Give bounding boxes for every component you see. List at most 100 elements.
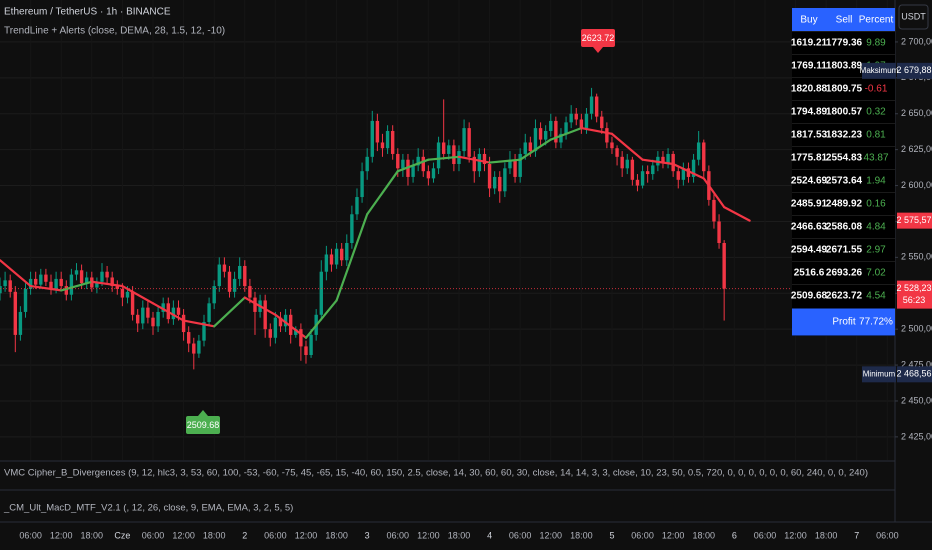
- table-cell: 2489.92: [826, 199, 863, 210]
- candle-body: [23, 288, 28, 312]
- candle-body: [447, 145, 451, 154]
- x-tick-label: 18:00: [203, 530, 226, 540]
- candle-body: [345, 242, 349, 261]
- trend-line: [243, 296, 277, 316]
- candle-body: [574, 113, 578, 120]
- price-label-box: [897, 212, 932, 229]
- table-cell: 1803.89: [826, 61, 863, 72]
- candle-body: [589, 96, 594, 114]
- candle-body: [176, 307, 181, 315]
- candle-body: [120, 288, 125, 298]
- y-tick-label: 2 600,00: [901, 180, 932, 190]
- price-label: 2 575,57: [896, 215, 931, 225]
- table-header: [792, 8, 895, 32]
- candle-body: [717, 221, 721, 243]
- candle-body: [146, 307, 150, 318]
- x-tick-label: Cze: [114, 530, 130, 540]
- annotation-pointer: [593, 47, 603, 53]
- candle-body: [263, 300, 267, 330]
- candle-body: [559, 133, 563, 143]
- x-tick-label: 18:00: [692, 530, 715, 540]
- candle-body: [355, 197, 359, 215]
- y-tick-label: 2 425,00: [901, 431, 932, 441]
- price-countdown: 56:23: [903, 295, 926, 305]
- candle-body: [600, 116, 604, 129]
- candle-body: [95, 281, 99, 288]
- candle-body: [630, 159, 635, 180]
- candle-body: [278, 317, 283, 327]
- trend-line: [121, 284, 155, 305]
- table-cell: 1794.89: [791, 107, 828, 118]
- candle-body: [334, 248, 339, 265]
- x-tick-label: 4: [487, 530, 492, 540]
- currency[interactable]: USDT: [901, 11, 926, 21]
- price-tag: Maksimum: [860, 66, 899, 75]
- symbol-title: Ethereum / TetherUS · 1h · BINANCE: [4, 7, 171, 18]
- x-tick-label: 18:00: [570, 530, 593, 540]
- candle-body: [197, 340, 201, 354]
- table-cell: 2586.08: [826, 222, 863, 233]
- candle-body: [605, 128, 609, 143]
- candle-body: [64, 286, 68, 295]
- candle-body: [171, 307, 176, 320]
- x-tick-label: 2: [242, 530, 247, 540]
- y-tick-label: 2 475,00: [901, 359, 932, 369]
- currency-button[interactable]: [898, 4, 929, 30]
- trend-line: [580, 127, 614, 135]
- x-tick-label: 18:00: [81, 530, 104, 540]
- price-label-box: [897, 62, 932, 79]
- x-tick-label: 12:00: [50, 530, 73, 540]
- candle-body: [625, 159, 629, 169]
- candle-body: [452, 145, 456, 165]
- table-header-cell: Percent: [859, 15, 894, 26]
- candle-body: [54, 278, 58, 289]
- table-cell: -0.61: [865, 84, 888, 95]
- trend-line: [488, 158, 522, 164]
- price-label-box: [897, 366, 932, 383]
- candle-body: [640, 171, 645, 186]
- candle-body: [543, 130, 548, 140]
- plot: [0, 41, 895, 438]
- candle-body: [84, 277, 89, 284]
- table-cell: 1775.81: [791, 153, 828, 164]
- table-cell: 1619.21: [791, 38, 828, 49]
- candle-body: [538, 128, 543, 140]
- candle-body: [569, 113, 573, 123]
- trend-line: [641, 158, 675, 166]
- candle-body: [329, 254, 334, 265]
- price-tag: Minimum: [863, 369, 896, 378]
- candle-body: [3, 280, 7, 287]
- candle-body: [691, 159, 696, 177]
- table-cell: 2594.49: [791, 245, 828, 256]
- candle-body: [523, 142, 527, 154]
- candle-body: [421, 156, 425, 172]
- y-tick-label: 2 625,00: [901, 144, 932, 154]
- candle-body: [482, 153, 487, 165]
- candle-body: [237, 265, 242, 279]
- x-tick-label: 06:00: [509, 530, 532, 540]
- x-tick-label: 12:00: [417, 530, 440, 540]
- y-tick-label: 2 550,00: [901, 252, 932, 262]
- table-cell: 2693.26: [826, 268, 863, 279]
- candle-body: [518, 153, 522, 177]
- trend-line: [610, 132, 644, 161]
- y-tick-label: 2 500,00: [901, 324, 932, 334]
- table-header-cell: Buy: [800, 15, 817, 26]
- pane-title: _CM_Ult_MacD_MTF_V2.1 (, 12, 26, close, …: [3, 503, 293, 514]
- candle-body: [49, 281, 53, 289]
- candle-body: [130, 291, 135, 315]
- trend-line: [427, 155, 461, 161]
- candle-body: [207, 303, 211, 322]
- candle-body: [299, 329, 303, 347]
- candle-body: [181, 314, 186, 333]
- candle-body: [105, 271, 109, 278]
- price-label: 2 468,56: [896, 369, 931, 379]
- table-cell: 43.87: [863, 153, 888, 164]
- candle-body: [135, 314, 140, 324]
- candle-body: [243, 265, 247, 287]
- x-tick-label: 06:00: [876, 530, 899, 540]
- table-cell: 1.94: [866, 176, 886, 187]
- annotation-label: 2509.68: [187, 420, 220, 430]
- table-cell: 4.54: [866, 291, 886, 302]
